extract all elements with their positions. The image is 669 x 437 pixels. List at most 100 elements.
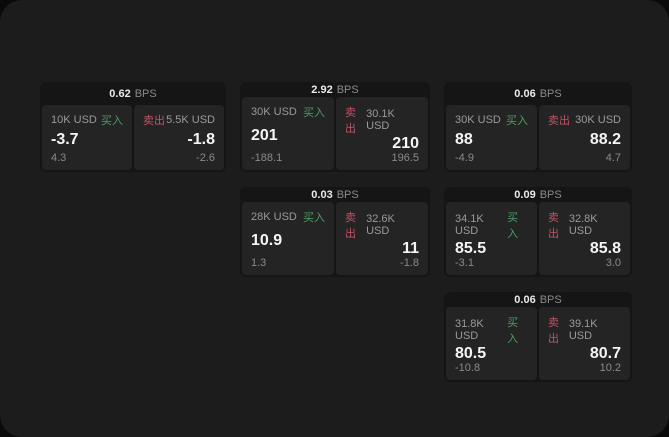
quote-panels: 28K USD 买入 10.9 1.3 卖出 32.6K USD 11 -1.8 <box>240 202 430 277</box>
sell-panel[interactable]: 卖出 30.1K USD 210 196.5 <box>336 97 428 170</box>
buy-price: 85.5 <box>455 240 487 257</box>
sell-delta: 4.7 <box>605 152 621 164</box>
spread-header: 0.06 BPS <box>444 82 632 105</box>
spread-header: 0.62 BPS <box>40 82 226 105</box>
sell-side-label: 卖出 <box>143 115 165 127</box>
sell-panel[interactable]: 卖出 39.1K USD 80.7 10.2 <box>539 307 630 380</box>
buy-panel-top: 10K USD 买入 <box>51 112 123 128</box>
sell-delta: 196.5 <box>391 152 419 164</box>
spread-header: 2.92 BPS <box>240 82 430 97</box>
buy-panel[interactable]: 10K USD 买入 -3.7 4.3 <box>42 105 132 170</box>
sell-price: 11 <box>402 240 419 257</box>
sell-panel-top: 卖出 39.1K USD <box>548 314 621 346</box>
quote-panels: 34.1K USD 买入 85.5 -3.1 卖出 32.8K USD 85.8… <box>444 202 632 277</box>
quote-card: 0.06 BPS 31.8K USD 买入 80.5 -10.8 卖出 39.1… <box>444 292 632 382</box>
buy-panel[interactable]: 31.8K USD 买入 80.5 -10.8 <box>446 307 537 380</box>
quote-panels: 10K USD 买入 -3.7 4.3 卖出 5.5K USD -1.8 -2.… <box>40 105 226 172</box>
buy-panel-top: 34.1K USD 买入 <box>455 209 528 241</box>
buy-panel[interactable]: 30K USD 买入 88 -4.9 <box>446 105 537 170</box>
spread-unit-label: BPS <box>539 293 562 306</box>
spread-unit-label: BPS <box>539 188 562 201</box>
buy-side-label: 买入 <box>507 317 519 345</box>
buy-panel-top: 31.8K USD 买入 <box>455 314 528 346</box>
sell-panel[interactable]: 卖出 32.8K USD 85.8 3.0 <box>539 202 630 275</box>
sell-delta: 3.0 <box>605 257 621 269</box>
sell-panel[interactable]: 卖出 30K USD 88.2 4.7 <box>539 105 630 170</box>
sell-side-label: 卖出 <box>345 107 356 135</box>
sell-size: 5.5K USD <box>166 114 215 126</box>
buy-panel[interactable]: 30K USD 买入 201 -188.1 <box>242 97 334 170</box>
buy-delta: 1.3 <box>251 257 267 269</box>
spread-header: 0.09 BPS <box>444 187 632 202</box>
sell-price: 88.2 <box>589 131 621 148</box>
spread-unit-label: BPS <box>539 87 562 100</box>
sell-panel-top: 卖出 32.6K USD <box>345 209 419 241</box>
buy-size: 34.1K USD <box>455 213 484 237</box>
sell-delta: 10.2 <box>599 362 621 374</box>
sell-side-label: 卖出 <box>548 317 559 345</box>
sell-size: 39.1K USD <box>568 318 598 342</box>
buy-size: 28K USD <box>251 211 297 223</box>
sell-price: -1.8 <box>187 131 215 148</box>
buy-delta: -188.1 <box>251 152 283 164</box>
sell-side-label: 卖出 <box>548 212 559 240</box>
spread-value: 0.06 <box>514 87 536 100</box>
buy-panel-top: 30K USD 买入 <box>251 104 325 120</box>
quote-panels: 30K USD 买入 88 -4.9 卖出 30K USD 88.2 4.7 <box>444 105 632 172</box>
buy-side-label: 买入 <box>507 212 519 240</box>
buy-delta: -3.1 <box>455 257 474 269</box>
spread-header: 0.06 BPS <box>444 292 632 307</box>
sell-size: 32.6K USD <box>366 213 395 237</box>
spread-value: 2.92 <box>311 83 333 96</box>
sell-panel[interactable]: 卖出 32.6K USD 11 -1.8 <box>336 202 428 275</box>
spread-unit-label: BPS <box>336 188 359 201</box>
buy-side-label: 买入 <box>506 115 528 127</box>
buy-price: 80.5 <box>455 345 487 362</box>
quote-card: 0.06 BPS 30K USD 买入 88 -4.9 卖出 30K USD 8… <box>444 82 632 172</box>
sell-size: 32.8K USD <box>568 213 598 237</box>
quote-card: 2.92 BPS 30K USD 买入 201 -188.1 卖出 30.1K … <box>240 82 430 172</box>
sell-size: 30.1K USD <box>366 108 395 132</box>
buy-delta: -4.9 <box>455 152 474 164</box>
buy-side-label: 买入 <box>101 115 123 127</box>
sell-price: 210 <box>392 135 419 152</box>
sell-delta: -2.6 <box>196 152 215 164</box>
sell-price: 85.8 <box>589 240 621 257</box>
sell-side-label: 卖出 <box>345 212 356 240</box>
sell-panel-top: 卖出 32.8K USD <box>548 209 621 241</box>
buy-price: -3.7 <box>51 131 79 148</box>
quote-card: 0.03 BPS 28K USD 买入 10.9 1.3 卖出 32.6K US… <box>240 187 430 277</box>
spread-value: 0.09 <box>514 188 536 201</box>
buy-size: 10K USD <box>51 114 97 126</box>
buy-price: 10.9 <box>251 232 283 249</box>
spread-value: 0.62 <box>109 87 131 100</box>
quote-panels: 30K USD 买入 201 -188.1 卖出 30.1K USD 210 1… <box>240 97 430 172</box>
quote-card: 0.62 BPS 10K USD 买入 -3.7 4.3 卖出 5.5K USD… <box>40 82 226 172</box>
buy-side-label: 买入 <box>303 212 325 224</box>
quote-panels: 31.8K USD 买入 80.5 -10.8 卖出 39.1K USD 80.… <box>444 307 632 382</box>
sell-panel-top: 卖出 5.5K USD <box>143 112 215 128</box>
spread-unit-label: BPS <box>134 87 157 100</box>
spread-value: 0.03 <box>311 188 333 201</box>
sell-panel-top: 卖出 30.1K USD <box>345 104 419 136</box>
buy-price: 201 <box>251 127 278 144</box>
buy-size: 31.8K USD <box>455 318 484 342</box>
spread-value: 0.06 <box>514 293 536 306</box>
buy-panel-top: 28K USD 买入 <box>251 209 325 225</box>
spread-header: 0.03 BPS <box>240 187 430 202</box>
sell-side-label: 卖出 <box>548 115 570 127</box>
sell-panel-top: 卖出 30K USD <box>548 112 621 128</box>
sell-price: 80.7 <box>589 345 621 362</box>
sell-panel[interactable]: 卖出 5.5K USD -1.8 -2.6 <box>134 105 224 170</box>
spread-unit-label: BPS <box>336 83 359 96</box>
buy-delta: -10.8 <box>455 362 481 374</box>
quote-card: 0.09 BPS 34.1K USD 买入 85.5 -3.1 卖出 32.8K… <box>444 187 632 277</box>
buy-delta: 4.3 <box>51 152 67 164</box>
buy-panel[interactable]: 28K USD 买入 10.9 1.3 <box>242 202 334 275</box>
buy-price: 88 <box>455 131 473 148</box>
sell-delta: -1.8 <box>400 257 419 269</box>
buy-side-label: 买入 <box>303 107 325 119</box>
buy-panel-top: 30K USD 买入 <box>455 112 528 128</box>
buy-panel[interactable]: 34.1K USD 买入 85.5 -3.1 <box>446 202 537 275</box>
